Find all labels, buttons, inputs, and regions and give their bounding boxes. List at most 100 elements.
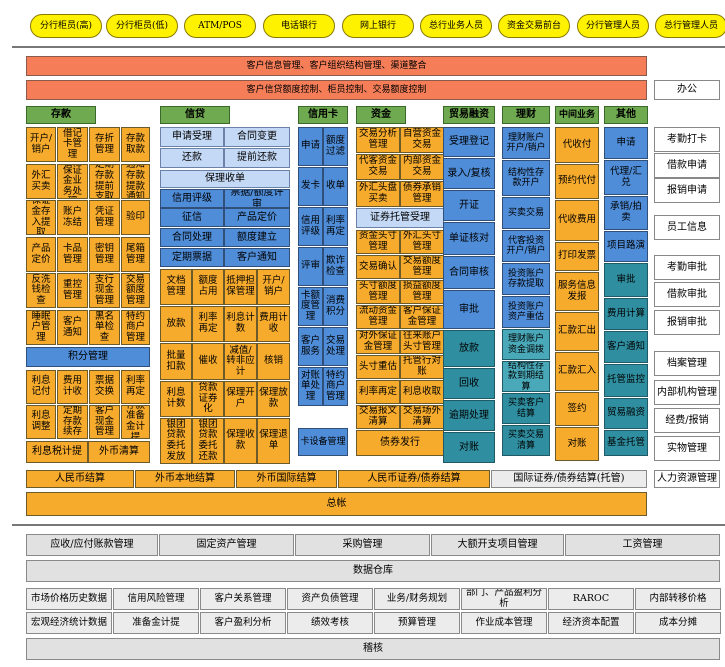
- intermediary-item: 服务信息发报: [555, 272, 599, 311]
- deposit-item: 利率再定: [121, 370, 150, 404]
- intermediary-item: 代收费用: [555, 200, 599, 241]
- intermediary-item: 对账: [555, 427, 599, 461]
- audit-bar: 稽核: [26, 638, 720, 660]
- card-item: 客户服务: [298, 327, 323, 366]
- intermediary-item: 汇款汇入: [555, 352, 599, 391]
- credit-item: 银团贷款委托还款: [192, 418, 224, 464]
- credit-item: 批量扣款: [160, 343, 192, 380]
- deposit-item: 特约商户管理: [121, 310, 150, 345]
- funds-item: 利率再定: [356, 380, 400, 404]
- tf-item: 单证核对: [443, 222, 495, 255]
- deposit-item: 开户/销户: [26, 127, 56, 162]
- deposit-item: 通知存款提款通知: [121, 164, 150, 199]
- credit-item: 保理开户: [224, 381, 257, 417]
- credit-item: 核销: [257, 343, 290, 380]
- credit-item: 保理退单: [257, 418, 290, 464]
- card-item: 对账单处理: [298, 367, 323, 406]
- credit-item: 信用评级: [160, 189, 224, 208]
- deposit-item: 利息记付: [26, 370, 56, 404]
- card-item: 卡额度管理: [298, 287, 323, 326]
- deposit-item: 票据交换: [89, 370, 120, 404]
- category-trade-finance: 贸易融资: [443, 106, 495, 124]
- credit-item: 利息计数: [160, 381, 192, 417]
- intermediary-item: 汇款汇出: [555, 312, 599, 351]
- banner-office: 办公: [654, 80, 720, 100]
- wealth-item: 买卖客户结算: [502, 393, 550, 424]
- office-item: 档案管理: [654, 351, 720, 376]
- channel-pill: 资金交易前台: [498, 14, 570, 38]
- tf-item: 开证: [443, 190, 495, 221]
- deposit-item: 客户通知: [57, 310, 88, 345]
- banner-credit-control: 客户信贷额度控制、柜员控制、交易额度控制: [26, 80, 647, 100]
- funds-item: 交易报文清算: [356, 405, 400, 429]
- section-divider: [12, 46, 725, 48]
- wealth-item: 结构性存款到期结算: [502, 361, 550, 392]
- wealth-item: 投资账户资产重估: [502, 296, 550, 328]
- credit-item: 文档管理: [160, 269, 192, 305]
- deposit-item: 交易额度管理: [121, 273, 150, 308]
- mgmt-item: 应收/应付账款管理: [26, 534, 158, 556]
- wealth-item: 投资账户存款提取: [502, 263, 550, 295]
- other-item: 代理/汇兑: [604, 160, 648, 195]
- other-item: 项目路演: [604, 231, 648, 262]
- deposit-item: 费用计收: [57, 370, 88, 404]
- channel-pill: 分行管理人员: [577, 14, 649, 38]
- deposit-item: 存折管理: [89, 127, 120, 162]
- funds-item: 内部资金交易: [400, 154, 444, 180]
- card-item: 欺诈检查: [323, 247, 348, 286]
- mgmt-item: 采购管理: [295, 534, 430, 556]
- credit-item: 放款: [160, 306, 192, 342]
- card-item: 申请: [298, 127, 323, 166]
- wealth-item: 代客投资开户/销户: [502, 230, 550, 262]
- analytics-item: 作业成本管理: [461, 612, 547, 634]
- office-item: 报销申请: [654, 178, 720, 203]
- settlement-item: 国际证券/债券结算(托管): [491, 470, 647, 488]
- other-item: 承销/拍卖: [604, 196, 648, 230]
- intermediary-item: 打印发票: [555, 242, 599, 271]
- tf-item: 回收: [443, 368, 495, 399]
- tf-item: 对账: [443, 432, 495, 463]
- deposit-item: 账户冻结: [57, 200, 88, 235]
- intermediary-item: 签约: [555, 392, 599, 426]
- analytics-item: 市场价格历史数据: [26, 588, 112, 610]
- analytics-item: 客户关系管理: [200, 588, 286, 610]
- office-item: 借款申请: [654, 153, 720, 178]
- tf-item: 录入/复核: [443, 158, 495, 189]
- tf-item: 逾期处理: [443, 400, 495, 431]
- credit-item: 利率再定: [192, 306, 224, 342]
- credit-item: 保理放款: [257, 381, 290, 417]
- credit-item: 利息计数: [224, 306, 257, 342]
- deposit-item: 产品定价: [26, 237, 56, 272]
- credit-item: 开户/销户: [257, 269, 290, 305]
- other-item: 基金托管: [604, 430, 648, 456]
- channel-pill: 总行管理人员: [655, 14, 725, 38]
- deposit-item: 外汇买卖: [26, 164, 56, 199]
- tf-item: 审批: [443, 290, 495, 329]
- deposit-foot: 外币清算: [88, 441, 150, 463]
- analytics-item: 宏观经济统计数据: [26, 612, 112, 634]
- general-ledger: 总帐: [26, 492, 647, 516]
- credit-item: 申请受理: [160, 127, 224, 147]
- office-item: 借款审批: [654, 282, 720, 307]
- category-other: 其他: [604, 106, 648, 124]
- funds-item: 客户保证金管理: [400, 305, 444, 329]
- analytics-item: 内部转移价格: [635, 588, 721, 610]
- tf-item: 放款: [443, 330, 495, 367]
- category-wealth: 理财: [502, 106, 550, 124]
- deposit-item: 支行现金管理: [89, 273, 120, 308]
- other-item: 费用计算: [604, 298, 648, 330]
- card-item: 特约商户管理: [323, 367, 348, 406]
- card-item: 额度过滤: [323, 127, 348, 166]
- wealth-item: 结构性存款开户: [502, 160, 550, 196]
- funds-item: 交易场外清算: [400, 405, 444, 429]
- credit-item: 费用计收: [257, 306, 290, 342]
- funds-item: 外汇头寸管理: [400, 230, 444, 254]
- section-divider: [12, 524, 725, 526]
- funds-item: 代客资金交易: [356, 154, 400, 180]
- deposit-points: 积分管理: [26, 347, 150, 367]
- other-item: 客户通知: [604, 331, 648, 363]
- credit-item: 额度占用: [192, 269, 224, 305]
- category-credit: 信贷: [160, 106, 230, 124]
- analytics-item: 准备金计提: [113, 612, 199, 634]
